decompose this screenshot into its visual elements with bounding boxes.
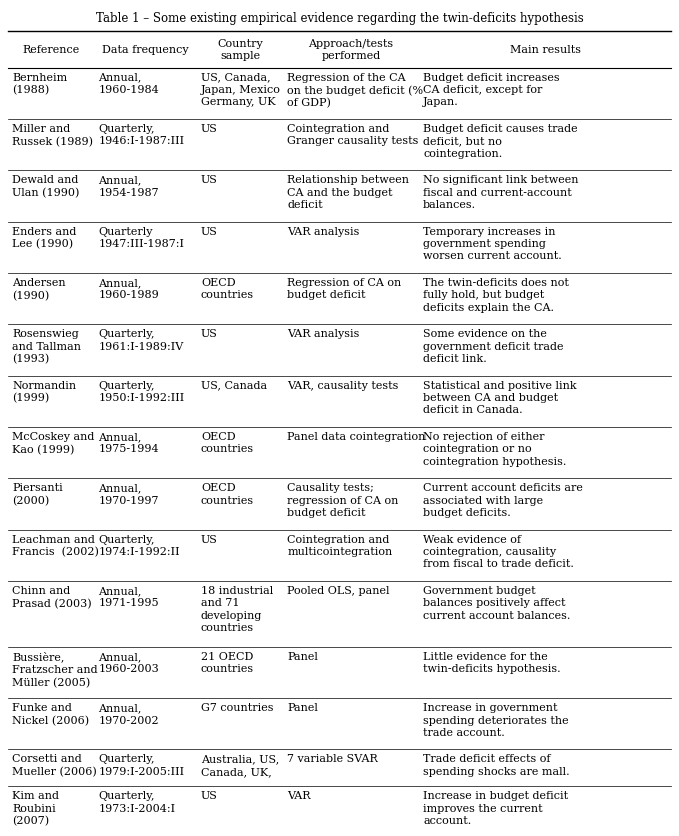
Text: Temporary increases in
government spending
worsen current account.: Temporary increases in government spendi… bbox=[423, 227, 562, 261]
Text: Annual,
1975-1994: Annual, 1975-1994 bbox=[98, 431, 159, 454]
Text: Quarterly
1947:III-1987:I: Quarterly 1947:III-1987:I bbox=[98, 227, 184, 249]
Text: Increase in budget deficit
improves the current
account.: Increase in budget deficit improves the … bbox=[423, 790, 568, 825]
Text: Piersanti
(2000): Piersanti (2000) bbox=[12, 482, 62, 506]
Text: Causality tests;
regression of CA on
budget deficit: Causality tests; regression of CA on bud… bbox=[287, 482, 399, 517]
Text: OECD
countries: OECD countries bbox=[201, 278, 254, 300]
Text: VAR: VAR bbox=[287, 790, 311, 800]
Text: Data frequency: Data frequency bbox=[103, 45, 189, 55]
Text: Annual,
1970-1997: Annual, 1970-1997 bbox=[98, 482, 159, 505]
Text: Cointegration and
multicointegration: Cointegration and multicointegration bbox=[287, 534, 392, 557]
Text: Annual,
1960-1984: Annual, 1960-1984 bbox=[98, 73, 159, 95]
Text: Miller and
Russek (1989): Miller and Russek (1989) bbox=[12, 124, 93, 146]
Text: US, Canada,
Japan, Mexico
Germany, UK: US, Canada, Japan, Mexico Germany, UK bbox=[201, 73, 281, 107]
Text: VAR analysis: VAR analysis bbox=[287, 227, 359, 237]
Text: Quarterly,
1961:I-1989:IV: Quarterly, 1961:I-1989:IV bbox=[98, 329, 183, 351]
Text: US: US bbox=[201, 176, 218, 185]
Text: US: US bbox=[201, 790, 218, 800]
Text: 21 OECD
countries: 21 OECD countries bbox=[201, 651, 254, 674]
Text: Bussière,
Fratzscher and
Müller (2005): Bussière, Fratzscher and Müller (2005) bbox=[12, 651, 98, 687]
Text: Andersen
(1990): Andersen (1990) bbox=[12, 278, 66, 300]
Text: Panel: Panel bbox=[287, 651, 318, 661]
Text: Budget deficit causes trade
deficit, but no
cointegration.: Budget deficit causes trade deficit, but… bbox=[423, 124, 578, 159]
Text: Bernheim
(1988): Bernheim (1988) bbox=[12, 73, 67, 95]
Text: VAR, causality tests: VAR, causality tests bbox=[287, 380, 399, 390]
Text: Annual,
1971-1995: Annual, 1971-1995 bbox=[98, 585, 159, 608]
Text: G7 countries: G7 countries bbox=[201, 702, 274, 712]
Text: Quarterly,
1979:I-2005:III: Quarterly, 1979:I-2005:III bbox=[98, 753, 184, 776]
Text: The twin-deficits does not
fully hold, but budget
deficits explain the CA.: The twin-deficits does not fully hold, b… bbox=[423, 278, 569, 313]
Text: Rosenswieg
and Tallman
(1993): Rosenswieg and Tallman (1993) bbox=[12, 329, 81, 364]
Text: Annual,
1960-1989: Annual, 1960-1989 bbox=[98, 278, 159, 300]
Text: Kim and
Roubini
(2007): Kim and Roubini (2007) bbox=[12, 790, 59, 826]
Text: Annual,
1954-1987: Annual, 1954-1987 bbox=[98, 176, 159, 197]
Text: US: US bbox=[201, 329, 218, 339]
Text: Pooled OLS, panel: Pooled OLS, panel bbox=[287, 585, 390, 595]
Text: Main results: Main results bbox=[509, 45, 581, 55]
Text: Panel: Panel bbox=[287, 702, 318, 712]
Text: US: US bbox=[201, 124, 218, 134]
Text: VAR analysis: VAR analysis bbox=[287, 329, 359, 339]
Text: OECD
countries: OECD countries bbox=[201, 482, 254, 505]
Text: 7 variable SVAR: 7 variable SVAR bbox=[287, 753, 378, 763]
Text: Quarterly,
1946:I-1987:III: Quarterly, 1946:I-1987:III bbox=[98, 124, 184, 146]
Text: Cointegration and
Granger causality tests: Cointegration and Granger causality test… bbox=[287, 124, 418, 146]
Text: US: US bbox=[201, 227, 218, 237]
Text: McCoskey and
Kao (1999): McCoskey and Kao (1999) bbox=[12, 431, 94, 454]
Text: Quarterly,
1973:I-2004:I: Quarterly, 1973:I-2004:I bbox=[98, 790, 175, 813]
Text: Annual,
1960-2003: Annual, 1960-2003 bbox=[98, 651, 159, 674]
Text: No significant link between
fiscal and current-account
balances.: No significant link between fiscal and c… bbox=[423, 176, 579, 210]
Text: Increase in government
spending deteriorates the
trade account.: Increase in government spending deterior… bbox=[423, 702, 569, 737]
Text: Current account deficits are
associated with large
budget deficits.: Current account deficits are associated … bbox=[423, 482, 583, 517]
Text: Normandin
(1999): Normandin (1999) bbox=[12, 380, 76, 403]
Text: Australia, US,
Canada, UK,: Australia, US, Canada, UK, bbox=[201, 753, 279, 776]
Text: Quarterly,
1974:I-1992:II: Quarterly, 1974:I-1992:II bbox=[98, 534, 180, 557]
Text: Some evidence on the
government deficit trade
deficit link.: Some evidence on the government deficit … bbox=[423, 329, 564, 364]
Text: Table 1 – Some existing empirical evidence regarding the twin-deficits hypothesi: Table 1 – Some existing empirical eviden… bbox=[96, 12, 583, 25]
Text: 18 industrial
and 71
developing
countries: 18 industrial and 71 developing countrie… bbox=[201, 585, 273, 633]
Text: Corsetti and
Mueller (2006): Corsetti and Mueller (2006) bbox=[12, 753, 96, 777]
Text: Chinn and
Prasad (2003): Chinn and Prasad (2003) bbox=[12, 585, 92, 608]
Text: Annual,
1970-2002: Annual, 1970-2002 bbox=[98, 702, 159, 725]
Text: Funke and
Nickel (2006): Funke and Nickel (2006) bbox=[12, 702, 89, 725]
Text: Reference: Reference bbox=[22, 45, 79, 55]
Text: Dewald and
Ulan (1990): Dewald and Ulan (1990) bbox=[12, 176, 79, 198]
Text: Weak evidence of
cointegration, causality
from fiscal to trade deficit.: Weak evidence of cointegration, causalit… bbox=[423, 534, 574, 568]
Text: Government budget
balances positively affect
current account balances.: Government budget balances positively af… bbox=[423, 585, 570, 620]
Text: Enders and
Lee (1990): Enders and Lee (1990) bbox=[12, 227, 76, 249]
Text: Regression of the CA
on the budget deficit (%
of GDP): Regression of the CA on the budget defic… bbox=[287, 73, 423, 109]
Text: Little evidence for the
twin-deficits hypothesis.: Little evidence for the twin-deficits hy… bbox=[423, 651, 561, 674]
Text: Panel data cointegration: Panel data cointegration bbox=[287, 431, 426, 441]
Text: OECD
countries: OECD countries bbox=[201, 431, 254, 454]
Text: Leachman and
Francis  (2002): Leachman and Francis (2002) bbox=[12, 534, 99, 557]
Text: Trade deficit effects of
spending shocks are mall.: Trade deficit effects of spending shocks… bbox=[423, 753, 570, 776]
Text: Statistical and positive link
between CA and budget
deficit in Canada.: Statistical and positive link between CA… bbox=[423, 380, 576, 415]
Text: Country
sample: Country sample bbox=[217, 39, 263, 61]
Text: Quarterly,
1950:I-1992:III: Quarterly, 1950:I-1992:III bbox=[98, 380, 185, 403]
Text: US: US bbox=[201, 534, 218, 544]
Text: Budget deficit increases
CA deficit, except for
Japan.: Budget deficit increases CA deficit, exc… bbox=[423, 73, 559, 107]
Text: No rejection of either
cointegration or no
cointegration hypothesis.: No rejection of either cointegration or … bbox=[423, 431, 566, 466]
Text: Relationship between
CA and the budget
deficit: Relationship between CA and the budget d… bbox=[287, 176, 409, 210]
Text: Regression of CA on
budget deficit: Regression of CA on budget deficit bbox=[287, 278, 401, 300]
Text: Approach/tests
performed: Approach/tests performed bbox=[308, 39, 394, 61]
Text: US, Canada: US, Canada bbox=[201, 380, 267, 390]
